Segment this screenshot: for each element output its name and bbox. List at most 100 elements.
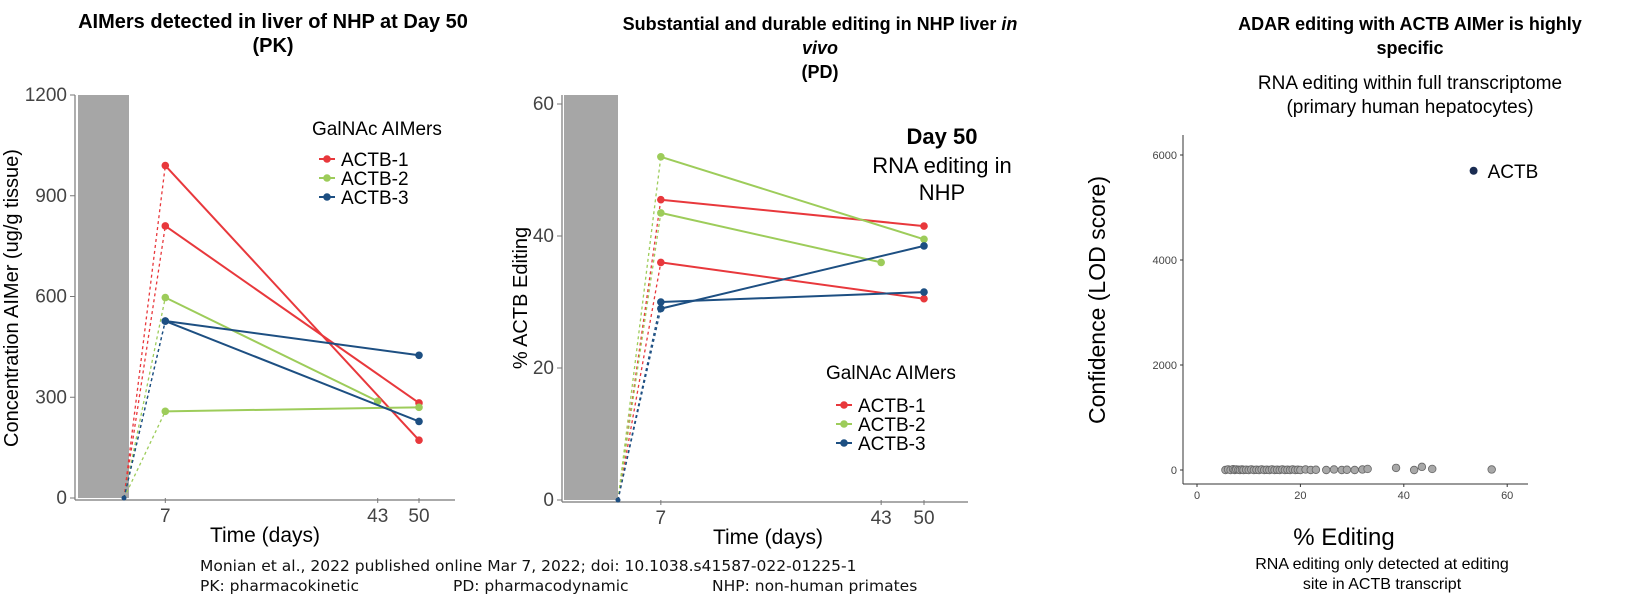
pk-x-axis-label: Time (days) xyxy=(210,524,320,547)
spec-x-tick-label: 20 xyxy=(1294,490,1306,502)
pd-data-point xyxy=(920,222,928,230)
pk-data-point xyxy=(161,407,170,416)
pk-legend-marker xyxy=(323,174,331,182)
pd-y-tick-label: 0 xyxy=(543,490,554,511)
pk-data-point xyxy=(415,417,423,426)
spec-data-point xyxy=(1350,465,1359,475)
pd-legend-label: ACTB-3 xyxy=(858,434,926,455)
pd-abbreviation: PD: pharmacodynamic xyxy=(453,577,629,595)
spec-data-point xyxy=(1311,465,1321,474)
spec-data-point xyxy=(1342,465,1352,474)
pk-y-axis-label: Concentration AIMer (ug/g tissue) xyxy=(1,149,23,447)
spec-y-tick-label: 6000 xyxy=(1153,150,1177,162)
pk-legend-label: ACTB-3 xyxy=(341,188,409,209)
pd-legend-marker xyxy=(840,439,848,447)
pk-dashed-line xyxy=(123,225,166,499)
pd-annotation-line1: RNA editing in xyxy=(872,153,1011,178)
pd-data-point xyxy=(920,294,928,303)
pk-y-tick-label: 900 xyxy=(35,186,67,207)
spec-actb-point xyxy=(1469,166,1478,175)
pk-data-point xyxy=(373,397,382,406)
pd-annotation-day: Day 50 xyxy=(907,124,978,149)
spec-legend-label: ACTB xyxy=(1488,162,1539,183)
pk-plot: 0 300 600 900 1200 7 43 50 xyxy=(25,85,430,527)
pd-series-line xyxy=(660,155,925,241)
spec-caption-line1: RNA editing only detected at editing xyxy=(1255,556,1509,573)
pk-data-point xyxy=(161,161,170,170)
spec-y-tick-label: 4000 xyxy=(1153,255,1177,267)
pk-series-line xyxy=(164,320,420,423)
spec-caption-line2: site in ACTB transcript xyxy=(1303,576,1462,593)
spec-subtitle-line2: (primary human hepatocytes) xyxy=(1286,97,1534,118)
pd-x-tick-label: 43 xyxy=(871,508,892,529)
pd-x-axis-label: Time (days) xyxy=(713,526,823,549)
pk-abbreviation: PK: pharmacokinetic xyxy=(200,577,360,595)
pk-legend-label: ACTB-2 xyxy=(341,169,409,190)
pd-dashed-line xyxy=(617,212,662,501)
pd-dashed-line xyxy=(617,156,662,501)
pd-annotation-line2: NHP xyxy=(919,180,965,205)
pk-shaded-region xyxy=(78,95,129,498)
pd-chart-title: Substantial and durable editing in NHP l… xyxy=(575,12,1065,84)
pd-shaded-region xyxy=(564,95,618,500)
spec-data-point xyxy=(1409,465,1419,475)
pd-legend-marker xyxy=(840,401,848,409)
pd-plot: 0 20 40 60 7 43 50 xyxy=(533,94,935,529)
pd-series-line xyxy=(660,211,882,264)
pd-data-point xyxy=(657,209,665,217)
pk-series-line xyxy=(164,225,420,404)
pd-title-line1: Substantial and durable editing in NHP l… xyxy=(575,12,1065,36)
pk-y-tick-label: 300 xyxy=(35,387,67,408)
pd-title-line1-italic: in xyxy=(1001,14,1018,34)
spec-x-tick-label: 0 xyxy=(1194,490,1200,502)
pk-title-line1: AIMers detected in liver of NHP at Day 5… xyxy=(78,11,468,33)
pk-x-tick-label: 7 xyxy=(160,506,171,527)
spec-x-axis-label: % Editing xyxy=(1293,524,1394,551)
spec-data-point xyxy=(1417,462,1427,472)
spec-plot: 0 2000 4000 6000 0 20 40 60 ACTB xyxy=(1153,150,1539,502)
pd-title-line2: vivo xyxy=(575,36,1065,60)
pk-dashed-line xyxy=(123,320,166,499)
spec-data-point xyxy=(1329,465,1339,474)
pk-origin-point xyxy=(121,495,127,501)
pd-origin-point xyxy=(615,497,621,503)
pk-series-line xyxy=(164,164,420,441)
pk-series-line xyxy=(165,406,420,413)
pk-legend-label: ACTB-1 xyxy=(341,150,409,171)
pd-x-tick-label: 7 xyxy=(656,508,667,529)
pd-title-line1-text: Substantial and durable editing in NHP l… xyxy=(622,14,1002,34)
spec-subtitle-line1: RNA editing within full transcriptome xyxy=(1257,73,1563,94)
pk-legend-title: GalNAc AIMers xyxy=(312,119,442,140)
pk-legend-marker xyxy=(323,155,331,163)
pd-data-point xyxy=(657,153,665,161)
pd-title-line3: (PD) xyxy=(801,62,839,82)
spec-title-line1: ADAR editing with ACTB AIMer is highly xyxy=(1238,14,1582,34)
pk-y-tick-label: 0 xyxy=(56,488,67,509)
spec-data-point xyxy=(1391,463,1401,473)
pk-dashed-line xyxy=(123,411,166,499)
pd-series-line xyxy=(660,261,925,300)
pd-data-point xyxy=(657,298,665,306)
spec-title-line2: specific xyxy=(1376,38,1444,58)
pd-y-tick-label: 60 xyxy=(533,94,554,115)
spec-chart-subtitle: RNA editing within full transcriptome (p… xyxy=(1190,72,1630,120)
spec-x-tick-label: 40 xyxy=(1398,490,1410,502)
pd-y-tick-label: 40 xyxy=(533,226,554,247)
pk-title-line2: (PK) xyxy=(252,35,294,57)
pk-x-tick-label: 50 xyxy=(408,506,429,527)
spec-data-point xyxy=(1322,465,1331,475)
spec-y-tick-label: 2000 xyxy=(1153,360,1177,372)
spec-y-tick-label: 0 xyxy=(1171,465,1177,477)
pk-data-point xyxy=(415,403,423,412)
pd-dashed-line xyxy=(617,301,662,501)
pd-y-axis-label: % ACTB Editing xyxy=(510,227,532,369)
pd-series-line xyxy=(660,244,925,310)
pd-legend-label: ACTB-1 xyxy=(858,396,926,417)
spec-y-axis-label: Confidence (LOD score) xyxy=(1084,176,1110,424)
pd-data-point xyxy=(877,258,885,267)
